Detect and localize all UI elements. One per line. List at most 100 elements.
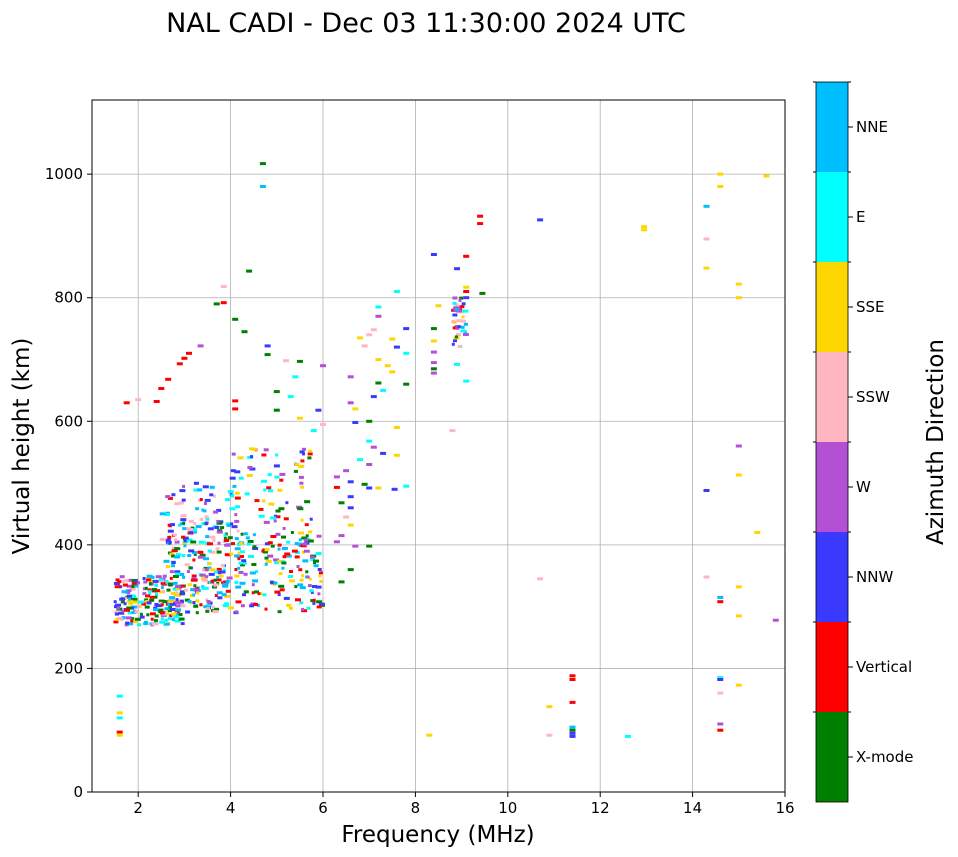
- data-point: [115, 578, 120, 582]
- data-point: [224, 594, 231, 598]
- data-point: [296, 565, 300, 568]
- data-point: [216, 520, 220, 523]
- data-point: [366, 439, 373, 443]
- data-point: [267, 473, 272, 477]
- data-point: [430, 339, 437, 343]
- data-point: [250, 455, 254, 459]
- data-point: [430, 327, 437, 331]
- data-point: [116, 730, 123, 734]
- data-point: [276, 515, 281, 519]
- data-point: [174, 570, 181, 574]
- data-point: [283, 359, 289, 363]
- data-point: [201, 576, 207, 580]
- data-point: [225, 579, 230, 583]
- data-point: [142, 592, 147, 596]
- data-point: [283, 517, 289, 521]
- data-point: [234, 568, 238, 571]
- data-point: [299, 450, 305, 454]
- data-point: [235, 610, 238, 614]
- data-point: [159, 611, 165, 615]
- data-point: [270, 516, 276, 520]
- data-point: [451, 320, 455, 323]
- data-point: [453, 339, 457, 343]
- data-point: [203, 605, 208, 609]
- data-point: [458, 298, 462, 302]
- data-point: [117, 580, 122, 584]
- data-point: [264, 562, 268, 566]
- colorbar-frame: [815, 81, 849, 803]
- data-point: [124, 579, 130, 583]
- data-point: [116, 716, 123, 720]
- data-point: [299, 586, 306, 590]
- data-point: [251, 591, 255, 595]
- data-point: [128, 602, 133, 606]
- data-point: [452, 313, 458, 317]
- data-point: [456, 333, 461, 337]
- data-point: [245, 536, 250, 540]
- data-point: [227, 490, 234, 494]
- data-point: [175, 586, 180, 590]
- data-point: [262, 593, 267, 597]
- data-point: [135, 398, 142, 402]
- data-point: [273, 390, 280, 394]
- y-tick-label: 400: [54, 536, 83, 554]
- data-point: [241, 330, 248, 334]
- data-point: [454, 267, 460, 271]
- data-point: [153, 608, 159, 612]
- data-point: [241, 559, 247, 563]
- data-point: [294, 585, 298, 589]
- data-point: [179, 599, 184, 603]
- data-point: [288, 575, 294, 578]
- data-point: [237, 557, 241, 561]
- data-point: [361, 344, 368, 348]
- data-point: [380, 451, 387, 455]
- data-point: [205, 535, 210, 539]
- data-point: [209, 485, 215, 489]
- data-point: [462, 333, 469, 336]
- data-point: [142, 577, 146, 580]
- x-tick-label: 8: [411, 799, 421, 817]
- data-point: [223, 536, 227, 540]
- data-point: [132, 600, 139, 604]
- data-point: [213, 510, 219, 514]
- data-point: [259, 185, 266, 188]
- data-point: [150, 579, 153, 583]
- data-point: [183, 544, 187, 548]
- y-axis: 0 200 400 600 800 1000: [45, 165, 92, 801]
- data-point: [195, 599, 200, 603]
- data-point: [217, 571, 221, 574]
- data-point: [304, 523, 309, 527]
- data-point: [307, 456, 312, 460]
- data-point: [277, 593, 281, 597]
- data-point: [380, 388, 387, 392]
- data-point: [269, 580, 274, 584]
- data-point: [279, 472, 286, 476]
- data-point: [234, 580, 239, 584]
- x-axis: 2 4 6 8 10 12 14 16: [133, 792, 795, 817]
- data-point: [303, 538, 308, 542]
- data-point: [167, 496, 173, 500]
- data-point: [244, 492, 250, 496]
- data-point: [170, 523, 175, 527]
- data-point: [366, 544, 373, 548]
- data-point: [463, 290, 470, 293]
- data-point: [165, 495, 171, 499]
- data-point: [126, 594, 132, 598]
- data-point: [313, 564, 319, 568]
- data-point: [451, 342, 455, 346]
- data-point: [216, 530, 223, 534]
- data-point: [176, 362, 183, 366]
- data-point: [290, 531, 294, 534]
- data-point: [159, 512, 166, 516]
- data-point: [298, 531, 304, 535]
- data-point: [206, 607, 211, 611]
- data-point: [263, 550, 268, 554]
- data-point: [461, 315, 465, 319]
- data-point: [641, 225, 648, 229]
- data-point: [252, 545, 257, 549]
- data-point: [114, 612, 119, 616]
- data-point: [281, 561, 287, 565]
- data-point: [231, 525, 238, 529]
- data-point: [248, 555, 254, 558]
- data-point: [209, 550, 216, 554]
